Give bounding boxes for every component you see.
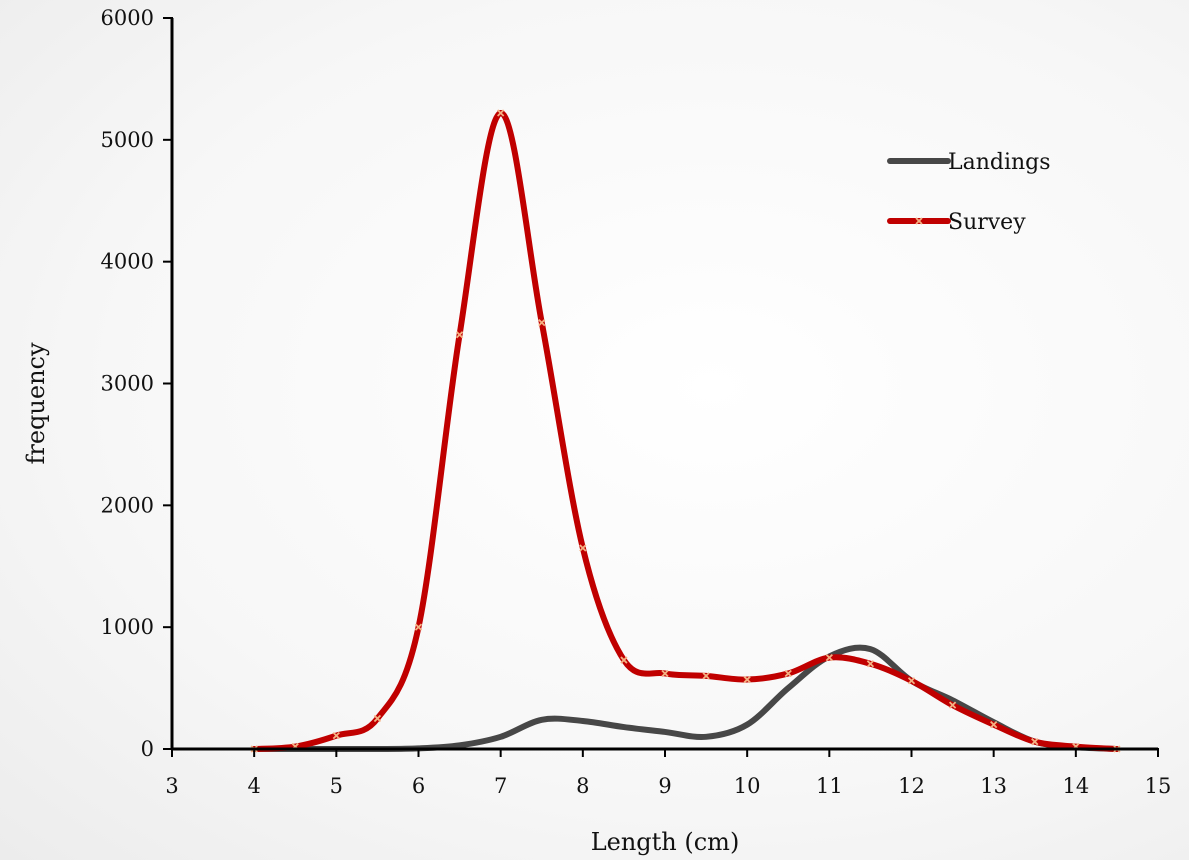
data-point-survey [661, 669, 669, 678]
marker-stroke [907, 677, 916, 685]
marker-stroke [332, 731, 340, 740]
marker-stroke [373, 714, 382, 723]
y-tick-label: 5000 [101, 128, 154, 152]
marker-stroke [497, 109, 505, 117]
marker-stroke [784, 669, 792, 678]
legend-label-survey: Survey [948, 210, 1026, 235]
data-point-survey [1031, 738, 1039, 746]
plot-lines [250, 109, 1121, 753]
marker-stroke [702, 672, 710, 680]
data-point-survey [579, 544, 587, 552]
legend-marker [915, 217, 923, 225]
x-tick-label: 6 [412, 774, 425, 798]
x-tick-label: 5 [330, 774, 343, 798]
data-point-survey [414, 623, 423, 631]
marker-stroke [538, 318, 546, 327]
data-point-survey [907, 677, 916, 685]
y-tick-label: 1000 [101, 615, 154, 639]
data-point-survey [784, 669, 792, 678]
x-tick-label: 15 [1145, 774, 1172, 798]
x-axis: 3 4 5 6 7 8 9 10 11 12 13 14 15 [165, 747, 1172, 798]
x-tick-label: 8 [576, 774, 589, 798]
legend-label-landings: Landings [948, 150, 1051, 175]
x-tick-label: 7 [494, 774, 507, 798]
y-tick-label: 2000 [101, 493, 154, 517]
marker-stroke [414, 623, 423, 631]
marker-stroke [866, 660, 875, 668]
marker-stroke [990, 720, 998, 729]
legend-item-landings: Landings [887, 150, 1051, 175]
data-point-survey [620, 656, 628, 664]
x-tick-label: 9 [658, 774, 671, 798]
marker-stroke [455, 331, 464, 339]
x-tick-label: 12 [898, 774, 925, 798]
y-tick-label: 0 [141, 737, 154, 761]
legend: Landings Survey [887, 150, 1051, 235]
data-point-survey [866, 660, 875, 668]
marker-stroke [579, 544, 587, 552]
marker-stroke [743, 675, 751, 684]
marker-stroke [620, 656, 628, 664]
marker-stroke [825, 653, 833, 662]
data-point-survey [743, 675, 751, 684]
series-line-landings [251, 644, 1120, 753]
x-tick-label: 11 [816, 774, 843, 798]
marker-stroke [661, 669, 669, 678]
series-line-survey [251, 110, 1120, 752]
marker-stroke [948, 701, 957, 709]
y-axis-title: frequency [22, 342, 50, 464]
x-tick-label: 13 [980, 774, 1007, 798]
y-tick-label: 4000 [101, 250, 154, 274]
data-point-survey [497, 109, 505, 117]
data-point-survey [702, 672, 710, 680]
y-tick-label: 6000 [101, 6, 154, 30]
x-tick-label: 4 [247, 774, 260, 798]
y-tick-label: 3000 [101, 372, 154, 396]
x-axis-title: Length (cm) [591, 828, 740, 856]
data-point-survey [990, 720, 998, 729]
legend-item-survey: Survey [887, 210, 1026, 235]
marker-stroke [1031, 738, 1039, 746]
data-point-survey [373, 714, 382, 723]
x-tick-label: 14 [1062, 774, 1089, 798]
x-tick-label: 3 [165, 774, 178, 798]
data-point-survey [948, 701, 957, 709]
data-point-survey [825, 653, 833, 662]
x-tick-label: 10 [734, 774, 761, 798]
data-point-survey [455, 331, 464, 339]
data-point-survey [538, 318, 546, 327]
y-axis: 0 1000 2000 3000 4000 5000 6000 [101, 6, 174, 761]
data-point-survey [332, 731, 340, 740]
